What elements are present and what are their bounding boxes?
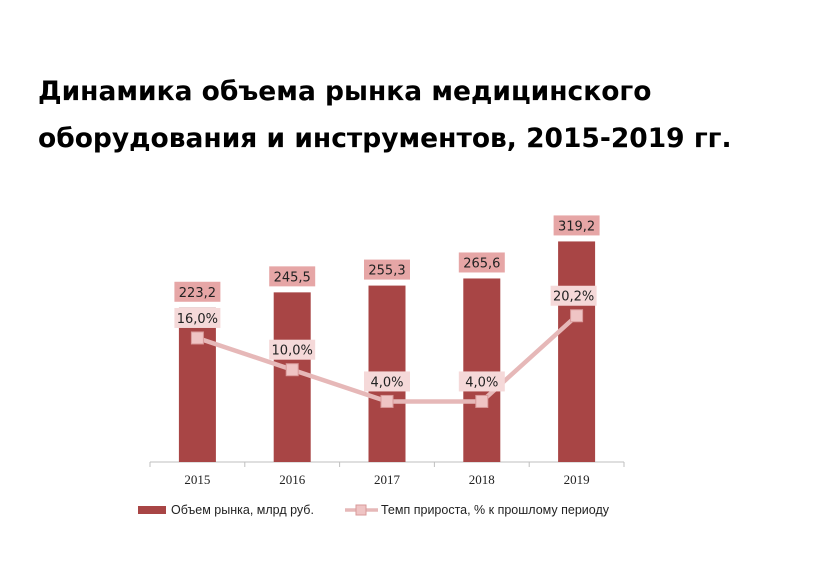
growth-point-2019 xyxy=(570,309,584,323)
growth-point-2016 xyxy=(285,363,299,377)
x-tick-label-2017: 2017 xyxy=(374,472,401,487)
line-layer xyxy=(190,309,584,408)
chart-title-line-2: оборудования и инструментов, 2015-2019 г… xyxy=(38,123,732,154)
bar-2016 xyxy=(273,292,311,462)
bar-label-2015: 223,2 xyxy=(179,286,216,301)
axis-layer xyxy=(149,461,625,467)
bar-2015 xyxy=(178,307,216,462)
line-labels-layer: 16,0% 10,0% 4,0% 4,0% 20,2% xyxy=(174,285,597,392)
bar-label-2016: 245,5 xyxy=(274,270,311,285)
legend-label-bars: Объем рынка, млрд руб. xyxy=(171,503,314,517)
legend-swatch-marker xyxy=(355,504,367,516)
line-label-2015: 16,0% xyxy=(177,312,218,327)
bar-label-2019: 319,2 xyxy=(558,219,595,234)
growth-point-2017 xyxy=(380,394,394,408)
bar-labels-layer: 223,2 245,5 255,3 265,6 319,2 xyxy=(174,215,600,302)
chart-title-line-1: Динамика объема рынка медицинского xyxy=(38,76,652,107)
line-label-bg-2016 xyxy=(269,339,316,360)
bar-2018 xyxy=(463,278,501,462)
x-tick-label-2019: 2019 xyxy=(564,472,590,487)
line-label-bg-2018 xyxy=(458,371,505,392)
line-label-2017: 4,0% xyxy=(370,375,403,390)
bar-label-2018: 265,6 xyxy=(463,256,500,271)
line-label-2016: 10,0% xyxy=(272,344,313,359)
tick-labels-layer: 2015 2016 2017 2018 2019 xyxy=(184,472,589,487)
line-label-2019: 20,2% xyxy=(553,290,594,305)
bar-label-2017: 255,3 xyxy=(368,264,405,279)
growth-point-2018 xyxy=(475,394,489,408)
bar-label-bg-2018 xyxy=(458,252,505,273)
x-tick-label-2018: 2018 xyxy=(469,472,495,487)
line-label-2018: 4,0% xyxy=(465,375,498,390)
bars-layer xyxy=(178,241,596,462)
bar-2019 xyxy=(558,241,596,462)
bar-label-bg-2016 xyxy=(269,266,316,287)
legend-label-line: Темп прироста, % к прошлому периоду xyxy=(381,503,610,517)
line-label-bg-2015 xyxy=(174,307,221,328)
x-tick-label-2016: 2016 xyxy=(279,472,306,487)
chart-title: Динамика объема рынка медицинского обору… xyxy=(38,68,798,162)
line-label-bg-2017 xyxy=(364,371,410,392)
line-label-bg-2019 xyxy=(550,285,597,306)
bar-label-bg-2019 xyxy=(553,215,600,236)
legend: Объем рынка, млрд руб. Темп прироста, % к… xyxy=(138,503,610,517)
growth-point-2015 xyxy=(190,331,204,345)
legend-swatch-bars xyxy=(138,506,166,514)
x-tick-label-2015: 2015 xyxy=(184,472,210,487)
bar-label-bg-2017 xyxy=(364,259,410,280)
bar-label-bg-2015 xyxy=(174,281,221,302)
